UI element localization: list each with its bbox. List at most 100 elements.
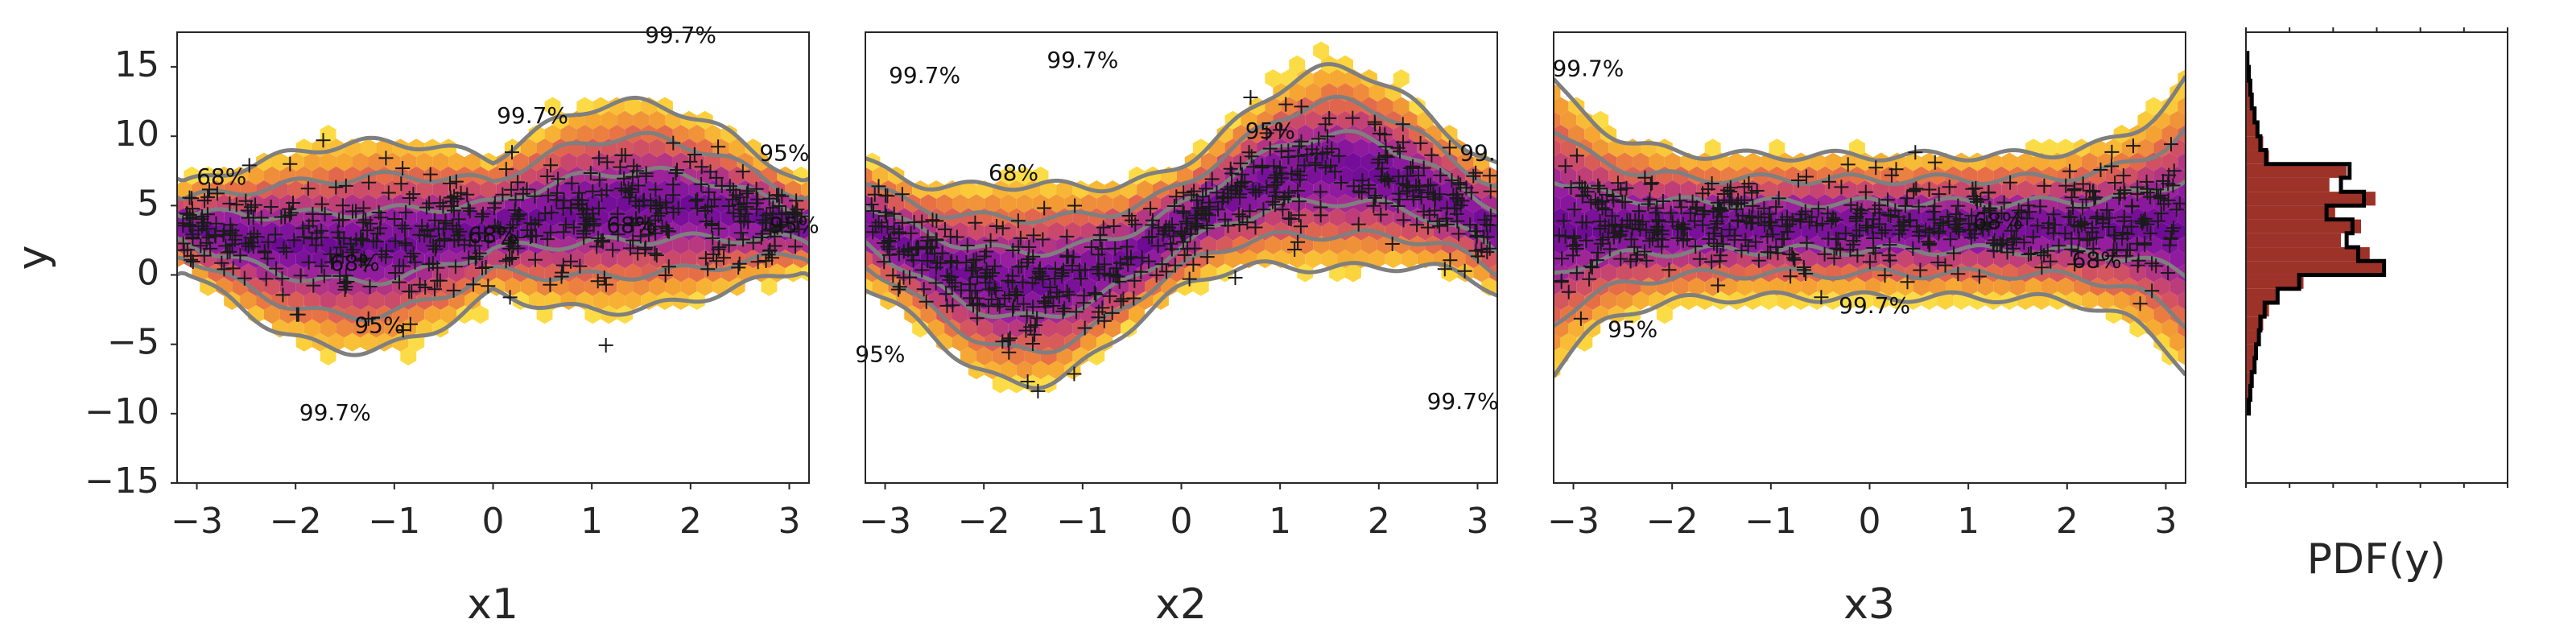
scatter-point — [466, 277, 481, 292]
hexbin-cell — [1377, 97, 1393, 116]
hexbin-cell — [1801, 221, 1818, 241]
hexbin-cell — [1905, 152, 1922, 171]
hexbin-cell — [1537, 264, 1553, 283]
scatter-point — [1971, 269, 1987, 284]
scatter-point — [1631, 204, 1646, 219]
scatter-point — [1202, 208, 1216, 223]
scatter-point — [349, 204, 364, 219]
hexbin-cell — [745, 138, 762, 158]
scatter-point — [572, 258, 588, 274]
scatter-point — [2093, 163, 2108, 177]
scatter-point — [1843, 197, 1859, 213]
scatter-point — [257, 244, 272, 259]
scatter-point — [1992, 236, 2008, 251]
scatter-point — [1096, 220, 1111, 235]
scatter-point — [1476, 229, 1492, 245]
hexbin-cell — [1040, 180, 1057, 199]
scatter-point — [1432, 218, 1447, 233]
hexbin-cell — [984, 250, 1001, 269]
scatter-point — [1922, 182, 1937, 197]
hexbin-cell — [1537, 69, 1553, 88]
scatter-point — [631, 178, 646, 193]
scatter-point — [1637, 244, 1652, 259]
scatter-point — [2104, 159, 2119, 174]
contour-label: 95% — [855, 341, 905, 367]
scatter-point — [2130, 180, 2145, 195]
hexbin-cell — [1337, 138, 1353, 158]
scatter-point — [944, 270, 960, 285]
hexbin-cell — [279, 221, 296, 241]
scatter-point — [1840, 157, 1856, 172]
scatter-point — [753, 230, 769, 245]
hexbin-cell — [248, 277, 264, 296]
scatter-point — [1373, 169, 1389, 184]
hexbin-cell — [688, 236, 705, 254]
hexbin-cell — [2178, 208, 2186, 227]
scatter-point — [1446, 188, 1461, 203]
hexbin-cell — [712, 221, 729, 241]
scatter-point — [617, 171, 632, 186]
hexbin-cell — [544, 97, 561, 116]
x-tick-label: 0 — [1170, 501, 1193, 542]
hexbin-cell — [416, 152, 433, 171]
hexbin-cell — [584, 250, 601, 269]
scatter-point — [1706, 204, 1721, 220]
scatter-point — [1416, 160, 1431, 175]
scatter-point — [2021, 204, 2037, 220]
hexbin-cell — [576, 152, 593, 171]
scatter-point — [1005, 275, 1020, 290]
scatter-point — [666, 135, 681, 151]
hexbin-cell — [1633, 152, 1649, 171]
hexbin-cell — [568, 277, 585, 296]
scatter-point — [193, 238, 208, 254]
hexbin-cell — [464, 152, 481, 171]
scatter-point — [668, 166, 683, 181]
scatter-point — [238, 193, 254, 208]
hexbin-cell — [384, 208, 401, 227]
contour-line — [177, 95, 809, 183]
scatter-point — [1740, 238, 1756, 254]
hexbin-cell — [1554, 291, 1569, 310]
hexbin-cell — [1704, 277, 1721, 296]
scatter-point — [989, 219, 1004, 233]
scatter-point — [2089, 230, 2104, 246]
scatter-point — [1569, 266, 1584, 281]
scatter-point — [1643, 176, 1658, 192]
scatter-point — [1606, 229, 1621, 245]
scatter-point — [468, 238, 483, 254]
scatter-point — [197, 193, 212, 208]
hexbin-cell — [1777, 180, 1794, 199]
hexbin-cell — [1537, 236, 1553, 254]
hexbin-cell — [960, 347, 976, 365]
scatter-point — [771, 188, 786, 203]
scatter-point — [706, 246, 721, 262]
scatter-point — [1322, 110, 1337, 126]
scatter-point — [1760, 245, 1775, 260]
hexbin-cell — [2097, 263, 2114, 283]
hexbin-cell — [1833, 277, 1849, 296]
scatter-point — [2051, 238, 2066, 254]
scatter-point — [436, 221, 451, 237]
scatter-point — [694, 176, 709, 192]
scatter-point — [1293, 167, 1308, 183]
scatter-point — [330, 225, 345, 240]
hexbin-cell — [464, 291, 481, 310]
scatter-point — [2020, 211, 2035, 226]
scatter-point — [246, 210, 261, 225]
scatter-point — [1046, 299, 1061, 313]
scatter-point — [1710, 238, 1724, 254]
scatter-point — [274, 209, 289, 225]
scatter-point — [316, 133, 331, 148]
scatter-point — [2000, 245, 2015, 260]
scatter-point — [1038, 299, 1053, 315]
hexbin-cell — [665, 277, 681, 296]
scatter-point — [1424, 147, 1439, 163]
hexbin-cell — [1801, 250, 1818, 269]
hexbin-cell — [384, 319, 401, 338]
scatter-point — [1204, 171, 1220, 187]
scatter-point — [2123, 242, 2137, 258]
scatter-point — [977, 249, 992, 264]
hexbin-cell — [2186, 167, 2202, 185]
scatter-point — [997, 291, 1013, 306]
contour-label: 68% — [2071, 246, 2121, 273]
